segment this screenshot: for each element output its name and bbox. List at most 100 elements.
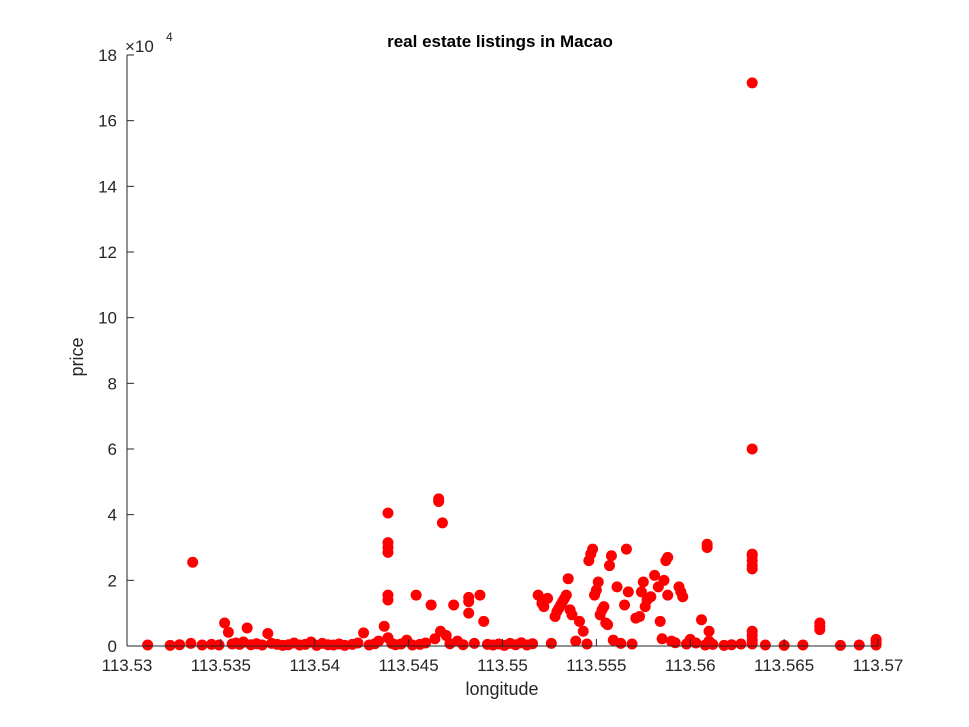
data-point xyxy=(703,625,715,637)
data-point xyxy=(735,638,747,650)
y-tick-label: 6 xyxy=(108,440,117,459)
data-point xyxy=(241,622,253,634)
data-point xyxy=(542,592,554,604)
data-point xyxy=(656,633,668,645)
data-point xyxy=(378,620,390,632)
x-tick-label: 113.55 xyxy=(477,656,528,675)
y-tick-label: 0 xyxy=(108,637,117,656)
data-point xyxy=(196,639,208,651)
x-tick-label: 113.54 xyxy=(289,656,340,675)
data-point xyxy=(457,639,469,651)
data-point xyxy=(637,576,649,588)
data-point xyxy=(649,569,661,581)
data-point xyxy=(696,614,708,626)
data-point xyxy=(527,638,539,650)
data-point xyxy=(219,617,231,629)
data-point xyxy=(746,443,758,455)
y-exponent-prefix: ×10 xyxy=(125,37,154,56)
data-point xyxy=(538,601,550,613)
data-point xyxy=(590,584,602,596)
data-point xyxy=(382,589,394,601)
data-point xyxy=(662,589,674,601)
data-point xyxy=(870,639,882,651)
data-point xyxy=(701,538,713,550)
data-point xyxy=(429,633,441,645)
data-point xyxy=(358,627,370,639)
data-point xyxy=(611,581,623,593)
x-tick-label: 113.57 xyxy=(853,656,904,675)
data-point xyxy=(425,599,437,611)
chart-title: real estate listings in Macao xyxy=(387,32,613,51)
data-point xyxy=(797,639,809,651)
data-point xyxy=(174,639,186,651)
data-point xyxy=(746,548,758,560)
y-tick-labels: 0 2 4 6 8 10 12 14 16 18 xyxy=(98,46,117,656)
y-tick-label: 18 xyxy=(98,46,117,65)
y-exponent-power: 4 xyxy=(166,30,173,44)
x-tick-label: 113.56 xyxy=(665,656,716,675)
x-tick-labels: 113.53 113.535 113.54 113.545 113.55 113.555 1… xyxy=(102,656,904,675)
data-point xyxy=(213,639,225,651)
data-point xyxy=(468,637,480,649)
y-exponent-label: ×10 4 xyxy=(125,30,173,56)
x-tick-label: 113.535 xyxy=(191,656,251,675)
data-point xyxy=(478,615,490,627)
y-tick-label: 2 xyxy=(108,571,117,590)
x-tick-label: 113.565 xyxy=(754,656,814,675)
data-point xyxy=(532,589,544,601)
data-point xyxy=(185,637,197,649)
data-point xyxy=(602,619,614,631)
data-point xyxy=(587,543,599,555)
data-point xyxy=(382,507,394,519)
data-point xyxy=(604,560,616,572)
data-point xyxy=(545,637,557,649)
y-tick-label: 14 xyxy=(98,177,117,196)
data-point xyxy=(592,576,604,588)
data-point xyxy=(598,601,610,613)
data-point xyxy=(570,635,582,647)
data-point xyxy=(433,493,445,505)
y-axis-label: price xyxy=(67,337,87,376)
data-point xyxy=(463,607,475,619)
plot-area xyxy=(127,55,878,646)
data-point xyxy=(746,638,758,650)
data-point xyxy=(759,639,771,651)
data-point xyxy=(690,637,702,649)
data-point xyxy=(622,586,634,598)
data-point xyxy=(352,637,364,649)
data-point xyxy=(634,610,646,622)
y-tick-label: 10 xyxy=(98,309,117,328)
data-point xyxy=(677,591,689,603)
data-point xyxy=(382,537,394,549)
data-point xyxy=(581,638,593,650)
data-point xyxy=(619,599,631,611)
data-point xyxy=(853,639,865,651)
data-point xyxy=(654,615,666,627)
data-point xyxy=(707,638,719,650)
data-point xyxy=(834,639,846,651)
data-point xyxy=(262,628,274,640)
data-point xyxy=(658,574,670,586)
data-point xyxy=(626,638,638,650)
data-point xyxy=(620,543,632,555)
data-point xyxy=(615,637,627,649)
data-point xyxy=(436,517,448,529)
data-point xyxy=(635,586,647,598)
data-point xyxy=(605,550,617,562)
data-point xyxy=(256,639,268,651)
data-point xyxy=(562,573,574,585)
data-point xyxy=(410,589,422,601)
data-point xyxy=(164,639,176,651)
data-point xyxy=(222,626,234,638)
data-point xyxy=(577,625,589,637)
data-point xyxy=(814,617,826,629)
data-point xyxy=(448,599,460,611)
data-point xyxy=(726,639,738,651)
data-point xyxy=(573,615,585,627)
data-point xyxy=(142,639,154,651)
y-tick-label: 12 xyxy=(98,243,117,262)
data-point xyxy=(566,609,578,621)
data-point xyxy=(187,556,199,568)
y-tick-label: 4 xyxy=(108,506,117,525)
